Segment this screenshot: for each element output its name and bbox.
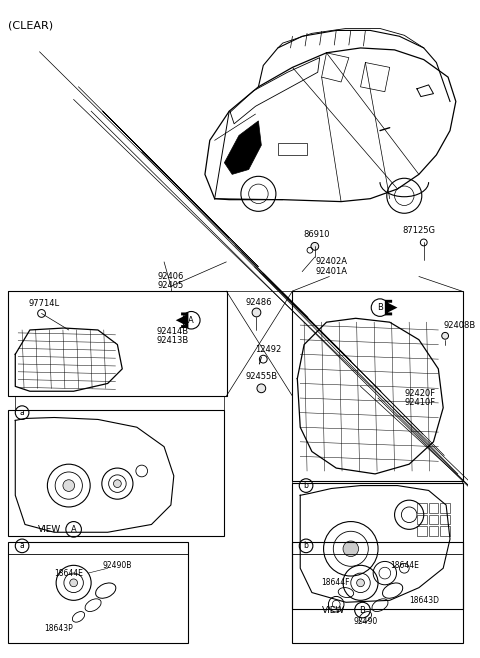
Text: 18643D: 18643D bbox=[409, 596, 439, 605]
Bar bbox=[440, 503, 450, 513]
Text: 92490B: 92490B bbox=[103, 561, 132, 570]
Text: 92490: 92490 bbox=[353, 617, 377, 626]
Circle shape bbox=[311, 242, 319, 250]
Bar bbox=[9, 410, 224, 536]
Text: 18644E: 18644E bbox=[54, 569, 83, 578]
Circle shape bbox=[70, 579, 78, 587]
Text: 97714L: 97714L bbox=[29, 299, 60, 308]
Text: 92402A: 92402A bbox=[315, 257, 348, 266]
Bar bbox=[417, 515, 427, 524]
Bar bbox=[429, 503, 438, 513]
Text: 92414B: 92414B bbox=[156, 328, 189, 336]
Text: b: b bbox=[304, 542, 309, 550]
Bar bbox=[417, 503, 427, 513]
Bar bbox=[278, 143, 307, 155]
Text: a: a bbox=[20, 408, 24, 417]
Text: b: b bbox=[304, 481, 309, 490]
Bar bbox=[417, 526, 427, 536]
Circle shape bbox=[442, 332, 448, 340]
Text: 92486: 92486 bbox=[245, 298, 272, 307]
Text: 18643P: 18643P bbox=[45, 624, 73, 633]
Text: 18644F: 18644F bbox=[322, 578, 350, 588]
Circle shape bbox=[343, 541, 359, 557]
Text: 92406: 92406 bbox=[158, 272, 184, 281]
Bar bbox=[292, 542, 463, 643]
Text: 18644E: 18644E bbox=[390, 561, 419, 570]
Text: a: a bbox=[20, 542, 24, 550]
Text: VIEW: VIEW bbox=[322, 605, 345, 615]
Circle shape bbox=[252, 308, 261, 317]
Bar bbox=[9, 542, 188, 643]
Bar bbox=[440, 526, 450, 536]
Circle shape bbox=[357, 579, 364, 587]
Circle shape bbox=[113, 480, 121, 488]
Polygon shape bbox=[176, 313, 188, 328]
Polygon shape bbox=[224, 121, 261, 174]
Text: 92420F: 92420F bbox=[404, 389, 435, 397]
Text: 92405: 92405 bbox=[158, 281, 184, 290]
Bar bbox=[429, 526, 438, 536]
Text: 92401A: 92401A bbox=[315, 267, 348, 276]
Bar bbox=[292, 483, 463, 609]
Polygon shape bbox=[385, 300, 397, 315]
Bar bbox=[9, 291, 228, 396]
Bar bbox=[440, 515, 450, 524]
Bar bbox=[292, 291, 463, 481]
Text: 86910: 86910 bbox=[303, 230, 330, 239]
Text: (CLEAR): (CLEAR) bbox=[9, 20, 54, 31]
Circle shape bbox=[257, 384, 266, 393]
Text: B: B bbox=[360, 605, 365, 615]
Text: 92455B: 92455B bbox=[245, 372, 277, 381]
Text: 92410F: 92410F bbox=[404, 398, 435, 407]
Text: 92413B: 92413B bbox=[156, 336, 189, 345]
Circle shape bbox=[63, 480, 74, 492]
Text: VIEW: VIEW bbox=[37, 525, 61, 534]
Text: A: A bbox=[71, 525, 76, 534]
Text: A: A bbox=[189, 316, 194, 325]
Text: 87125G: 87125G bbox=[402, 226, 435, 236]
Bar bbox=[429, 515, 438, 524]
Text: 92408B: 92408B bbox=[443, 320, 476, 330]
Text: 12492: 12492 bbox=[255, 345, 281, 354]
Text: B: B bbox=[377, 303, 383, 312]
